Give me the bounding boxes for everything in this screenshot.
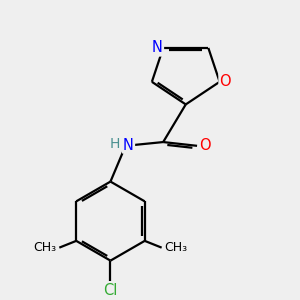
Text: CH₃: CH₃ <box>33 241 57 254</box>
Text: CH₃: CH₃ <box>164 241 188 254</box>
Text: Cl: Cl <box>103 283 118 298</box>
Text: N: N <box>152 40 163 56</box>
Text: H: H <box>110 137 120 151</box>
Text: N: N <box>123 138 134 153</box>
Text: O: O <box>200 138 211 153</box>
Text: O: O <box>220 74 231 89</box>
